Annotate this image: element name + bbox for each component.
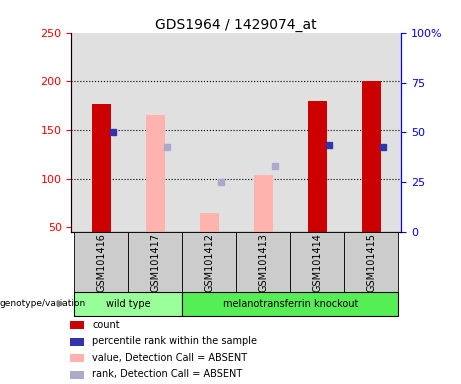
Bar [200, 213, 219, 232]
Bar [182, 292, 398, 316]
Bar [70, 354, 84, 362]
Text: GSM101414: GSM101414 [312, 233, 322, 291]
Bar [74, 232, 128, 292]
Text: percentile rank within the sample: percentile rank within the sample [92, 336, 257, 346]
Text: count: count [92, 319, 120, 329]
Bar [70, 321, 84, 329]
Bar [70, 371, 84, 379]
Text: GSM101417: GSM101417 [150, 233, 160, 291]
Text: value, Detection Call = ABSENT: value, Detection Call = ABSENT [92, 353, 247, 363]
Bar [236, 232, 290, 292]
Text: GSM101415: GSM101415 [366, 233, 376, 291]
Text: GSM101413: GSM101413 [258, 233, 268, 291]
Bar [146, 116, 165, 232]
Title: GDS1964 / 1429074_at: GDS1964 / 1429074_at [155, 18, 317, 31]
Bar [128, 232, 182, 292]
Text: wild type: wild type [106, 299, 150, 309]
Text: genotype/variation: genotype/variation [0, 299, 86, 308]
Bar [254, 175, 273, 232]
Text: GSM101412: GSM101412 [204, 233, 214, 291]
Bar [308, 101, 327, 232]
Bar [344, 232, 398, 292]
Bar [362, 81, 381, 232]
Bar [74, 292, 182, 316]
Text: GSM101416: GSM101416 [96, 233, 106, 291]
Bar [290, 232, 344, 292]
Bar [182, 232, 236, 292]
Text: rank, Detection Call = ABSENT: rank, Detection Call = ABSENT [92, 369, 242, 379]
Text: melanotransferrin knockout: melanotransferrin knockout [223, 299, 358, 309]
Bar [70, 338, 84, 346]
Bar [92, 104, 111, 232]
